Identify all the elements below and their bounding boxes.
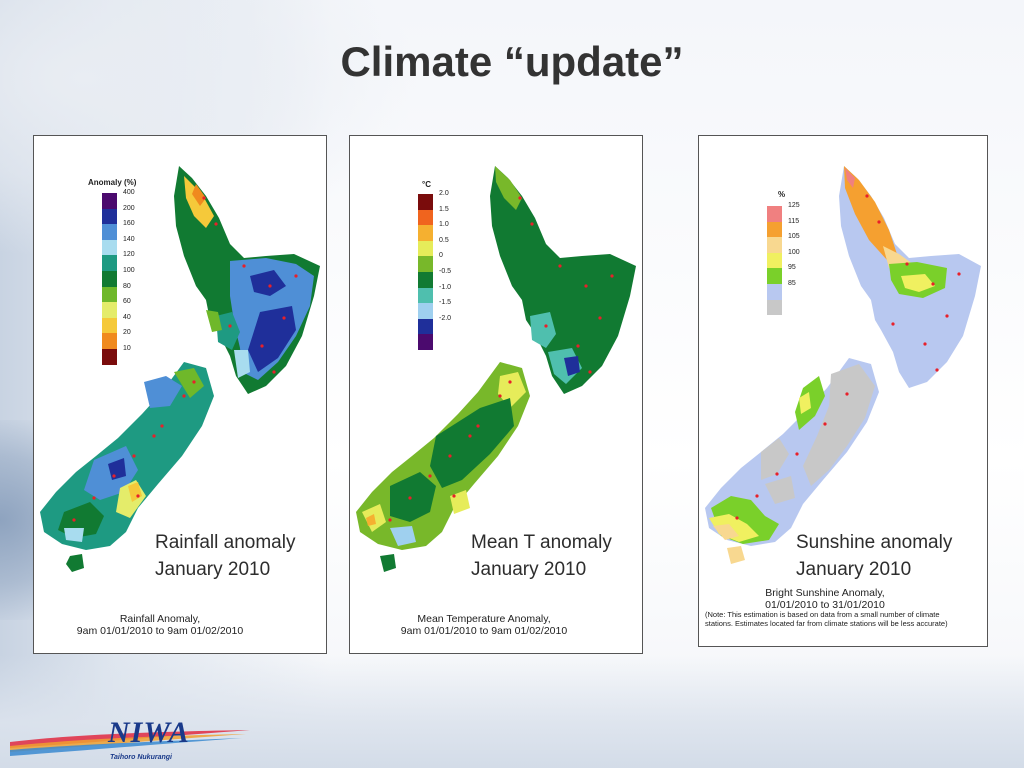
sunshine-caption-line1: Sunshine anomaly xyxy=(796,532,953,553)
rainfall-legend-label: 160 xyxy=(123,220,135,228)
temperature-legend-label: -0.5 xyxy=(439,267,452,275)
south-island-rainfall xyxy=(40,362,214,572)
sunshine-legend-swatch xyxy=(767,237,782,253)
sunshine-map-panel: % 125 115 105 100 95 85 Sunshine anomaly Janu… xyxy=(698,135,988,647)
rainfall-map-panel: Anomaly (%) 400 200 160 140 120 100 80 60 40 20 10… xyxy=(33,135,327,654)
temperature-caption: Mean T anomaly January 2010 xyxy=(471,529,612,583)
temperature-legend-swatch xyxy=(418,194,433,210)
sunshine-footer-note-line2: stations. Estimates located far from cli… xyxy=(705,619,948,628)
sunshine-footer-line1: Bright Sunshine Anomaly, xyxy=(765,587,885,599)
rainfall-legend-label: 40 xyxy=(123,313,131,321)
temperature-footer-line1: Mean Temperature Anomaly, xyxy=(417,613,551,625)
temperature-legend-label: -1.0 xyxy=(439,283,452,291)
sunshine-legend-label: 95 xyxy=(788,264,796,272)
rainfall-footer-line1: Rainfall Anomaly, xyxy=(119,613,201,625)
rainfall-legend-swatch xyxy=(102,239,117,256)
sunshine-legend-title: % xyxy=(778,190,786,199)
sunshine-legend-swatch xyxy=(767,268,782,284)
temperature-station-dots xyxy=(388,196,614,522)
sunshine-legend-swatch xyxy=(767,252,782,269)
rainfall-legend-label: 400 xyxy=(123,189,135,196)
temperature-legend-label: 1.5 xyxy=(439,205,449,213)
temperature-caption-line1: Mean T anomaly xyxy=(471,532,612,553)
rainfall-legend-label: 20 xyxy=(123,329,131,337)
rainfall-legend-swatch xyxy=(102,270,117,287)
rainfall-legend-label: 80 xyxy=(123,282,131,290)
sunshine-legend-swatch xyxy=(767,206,782,222)
rainfall-legend-label: 60 xyxy=(123,298,131,306)
north-island-sunshine xyxy=(839,166,981,388)
rainfall-station-dots xyxy=(72,196,298,522)
rainfall-legend-swatch xyxy=(102,348,117,365)
temperature-footer-line2: 9am 01/01/2010 to 9am 01/02/2010 xyxy=(400,625,568,637)
rainfall-legend-swatch xyxy=(102,286,117,303)
rainfall-legend-swatch xyxy=(102,208,117,225)
sunshine-legend-label: 105 xyxy=(788,233,800,241)
temperature-footer: Mean Temperature Anomaly, 9am 01/01/2010… xyxy=(350,613,618,637)
niwa-logo-tagline: Taihoro Nukurangi xyxy=(110,754,172,761)
background-bottom-band xyxy=(0,655,1024,768)
south-island-temperature xyxy=(356,362,530,572)
niwa-logo-swoosh xyxy=(10,730,250,756)
rainfall-legend-label: 100 xyxy=(123,266,135,274)
rainfall-legend-swatch xyxy=(102,302,117,318)
rainfall-legend-swatch xyxy=(102,193,117,209)
temperature-legend-label: 2.0 xyxy=(439,190,449,197)
temperature-legend-swatch xyxy=(418,256,433,272)
sunshine-map xyxy=(705,166,981,564)
rainfall-legend-swatch xyxy=(102,255,117,271)
sunshine-footer-note: (Note: This estimation is based on data … xyxy=(705,610,948,628)
sunshine-legend-label: 125 xyxy=(788,202,800,209)
rainfall-caption-line1: Rainfall anomaly xyxy=(155,532,296,553)
rainfall-footer: Rainfall Anomaly, 9am 01/01/2010 to 9am … xyxy=(34,613,286,637)
rainfall-caption-line2: January 2010 xyxy=(155,559,271,580)
sunshine-legend-label: 85 xyxy=(788,279,796,287)
sunshine-footer-note-line1: (Note: This estimation is based on data … xyxy=(705,610,940,619)
rainfall-legend-swatch xyxy=(102,333,117,349)
north-island-temperature xyxy=(490,166,636,394)
temperature-legend-swatch xyxy=(418,209,433,226)
temperature-legend-label: 1.0 xyxy=(439,221,449,229)
sunshine-footer: Bright Sunshine Anomaly, 01/01/2010 to 3… xyxy=(699,587,951,611)
temperature-legend-label: -2.0 xyxy=(439,314,452,322)
temperature-legend-label: 0.5 xyxy=(439,236,449,244)
niwa-logo-text: NIWA xyxy=(108,716,190,749)
rainfall-caption: Rainfall anomaly January 2010 xyxy=(155,529,295,583)
rainfall-footer-line2: 9am 01/01/2010 to 9am 01/02/2010 xyxy=(76,625,244,637)
temperature-caption-line2: January 2010 xyxy=(471,559,587,580)
temperature-legend-swatch xyxy=(418,334,433,350)
temperature-legend-label: 0 xyxy=(439,252,443,260)
temperature-legend-label: -1.5 xyxy=(439,299,452,307)
rainfall-legend-title: Anomaly (%) xyxy=(88,178,137,187)
sunshine-legend-swatch xyxy=(767,283,782,300)
rainfall-legend-label: 120 xyxy=(123,251,135,259)
sunshine-legend-swatch xyxy=(767,299,782,316)
south-island-sunshine xyxy=(705,358,879,564)
slide-title: Climate “update” xyxy=(340,38,684,85)
temperature-legend-swatch xyxy=(418,287,433,304)
rainfall-legend-swatch xyxy=(102,317,117,334)
north-island-rainfall xyxy=(174,166,320,394)
temperature-map-panel: °C 2.0 1.5 1.0 0.5 0 -0.5 -1.0 -1.5 -2.0 Mean T … xyxy=(349,135,643,654)
temperature-legend-swatch xyxy=(418,240,433,257)
temperature-legend-title: °C xyxy=(422,180,431,189)
temperature-legend-swatch xyxy=(418,271,433,288)
sunshine-legend-label: 115 xyxy=(788,217,800,225)
sunshine-legend-swatch xyxy=(767,221,782,238)
sunshine-caption-line2: January 2010 xyxy=(796,559,912,580)
temperature-legend-swatch xyxy=(418,225,433,241)
temperature-legend-swatch xyxy=(418,303,433,319)
sunshine-footer-line2: 01/01/2010 to 31/01/2010 xyxy=(765,599,885,611)
rainfall-legend-label: 200 xyxy=(123,204,135,212)
temperature-legend-swatch xyxy=(418,318,433,335)
sunshine-station-dots xyxy=(735,194,961,520)
sunshine-legend-label: 100 xyxy=(788,248,800,256)
temperature-map xyxy=(356,166,636,572)
rainfall-legend-swatch xyxy=(102,224,117,240)
rainfall-map xyxy=(40,166,320,572)
rainfall-legend-label: 140 xyxy=(123,235,135,243)
rainfall-legend-label: 10 xyxy=(123,344,131,352)
sunshine-caption: Sunshine anomaly January 2010 xyxy=(796,529,952,583)
